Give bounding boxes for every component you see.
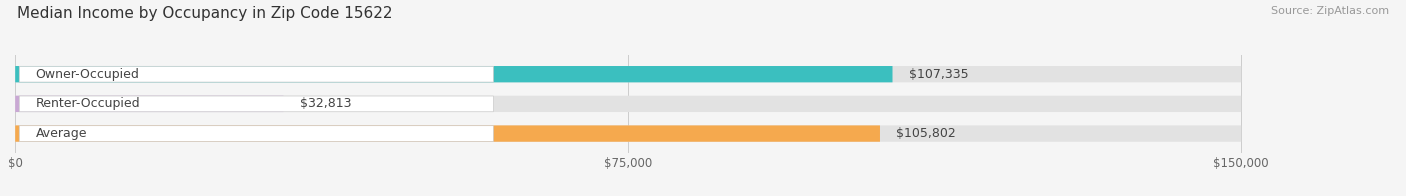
FancyBboxPatch shape: [15, 96, 284, 112]
Text: $105,802: $105,802: [896, 127, 956, 140]
FancyBboxPatch shape: [15, 125, 880, 142]
Text: $32,813: $32,813: [299, 97, 352, 110]
Text: Average: Average: [35, 127, 87, 140]
FancyBboxPatch shape: [15, 96, 1241, 112]
FancyBboxPatch shape: [15, 66, 1241, 82]
Text: Owner-Occupied: Owner-Occupied: [35, 68, 139, 81]
FancyBboxPatch shape: [15, 66, 893, 82]
FancyBboxPatch shape: [15, 125, 1241, 142]
Text: Median Income by Occupancy in Zip Code 15622: Median Income by Occupancy in Zip Code 1…: [17, 6, 392, 21]
FancyBboxPatch shape: [20, 66, 494, 82]
FancyBboxPatch shape: [20, 96, 494, 112]
Text: $107,335: $107,335: [908, 68, 969, 81]
Text: Renter-Occupied: Renter-Occupied: [35, 97, 141, 110]
Text: Source: ZipAtlas.com: Source: ZipAtlas.com: [1271, 6, 1389, 16]
FancyBboxPatch shape: [20, 126, 494, 142]
